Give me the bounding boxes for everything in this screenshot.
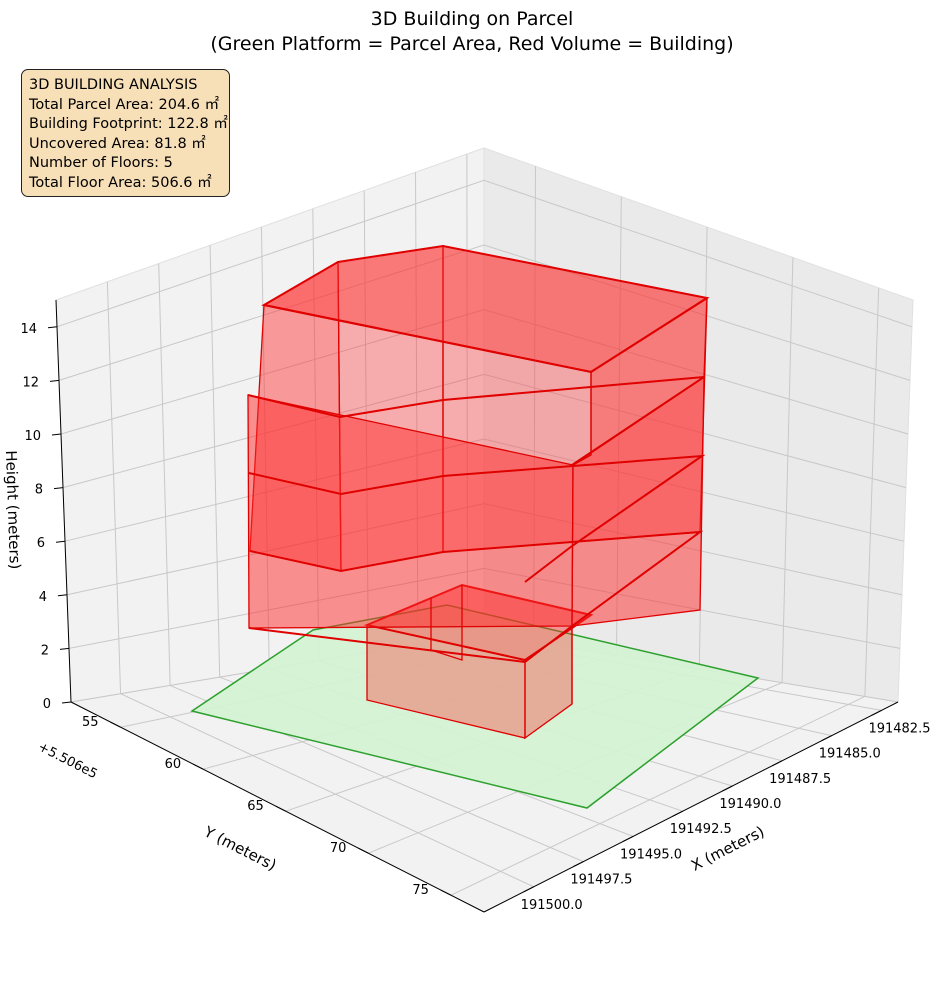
- z-grid-line: [62, 373, 907, 489]
- z-tick-mark: [59, 647, 70, 650]
- y-tick-mark: [110, 721, 121, 728]
- x-tick-mark: [573, 861, 584, 868]
- y-tick-label: 75: [412, 883, 429, 898]
- z-tick-label: 0: [43, 697, 51, 712]
- tick-marks: [47, 326, 882, 896]
- building-volume: [247, 244, 710, 740]
- z-tick-mark: [53, 487, 64, 490]
- floor-outline: [247, 376, 705, 466]
- x-tick-mark: [672, 810, 683, 817]
- z-tick-mark: [61, 701, 72, 704]
- y-tick-label: 60: [165, 757, 182, 772]
- z-tick-label: 10: [24, 429, 41, 444]
- z-tick-mark: [57, 594, 68, 597]
- building-edge: [430, 585, 463, 661]
- info-total-floor-area: Total Floor Area: 506.6 ㎡: [29, 174, 212, 191]
- z-axis-line: [55, 299, 72, 703]
- y-tick-label: 55: [82, 715, 99, 730]
- y-tick-label: 65: [247, 799, 264, 814]
- chart-title: 3D Building on Parcel: [371, 8, 574, 30]
- y-axis-label: Y (meters): [200, 822, 279, 874]
- x-tick-label: 191487.5: [769, 772, 831, 787]
- z-tick-label: 8: [35, 483, 43, 498]
- info-heading: 3D BUILDING ANALYSIS: [29, 77, 198, 93]
- x-tick-label: 191485.0: [819, 747, 881, 762]
- z-tick-mark: [49, 379, 60, 382]
- z-tick-label: 2: [41, 643, 49, 658]
- x-tick-mark: [821, 735, 832, 742]
- x-tick-label: 191500.0: [521, 898, 583, 913]
- z-tick-label: 12: [22, 375, 39, 390]
- y-offset-label: +5.506e5: [35, 740, 99, 783]
- x-tick-mark: [523, 886, 534, 893]
- z-tick-mark: [47, 326, 58, 329]
- z-axis-label: Height (meters): [2, 450, 24, 570]
- z-tick-label: 6: [37, 536, 45, 551]
- chart-subtitle: (Green Platform = Parcel Area, Red Volum…: [210, 33, 733, 55]
- tick-labels: 191482.5 191485.0 191487.5 191490.0 191492.5…: [20, 322, 930, 913]
- parcel-polygon: [190, 604, 760, 809]
- y-tick-label: 70: [330, 841, 347, 856]
- y-tick-mark: [358, 847, 369, 854]
- floor-outline: [249, 530, 704, 663]
- info-uncovered-area: Uncovered Area: 81.8 ㎡: [29, 135, 206, 152]
- x-tick-mark: [871, 709, 882, 716]
- floor-outline: [248, 627, 526, 663]
- x-tick-label: 191482.5: [868, 721, 930, 736]
- z-tick-mark: [51, 433, 62, 436]
- z-grid-line: [60, 309, 909, 435]
- floor-outline: [248, 454, 706, 583]
- y-tick-mark: [440, 889, 452, 896]
- analysis-info-box: 3D BUILDING ANALYSIS Total Parcel Area: …: [21, 69, 230, 197]
- info-parcel-area: Total Parcel Area: 204.6 ㎡: [29, 96, 220, 113]
- z-tick-mark: [55, 540, 66, 543]
- info-number-of-floors: Number of Floors: 5: [29, 155, 173, 172]
- z-grid-line: [56, 179, 913, 328]
- x-tick-label: 191490.0: [719, 797, 781, 812]
- x-tick-label: 191495.0: [620, 847, 682, 862]
- x-tick-mark: [771, 760, 783, 767]
- x-tick-label: 191492.5: [670, 822, 732, 837]
- z-tick-label: 14: [20, 322, 37, 337]
- z-grid-line: [58, 244, 911, 381]
- y-tick-mark: [275, 805, 286, 812]
- x-tick-label: 191497.5: [570, 873, 632, 888]
- y-tick-mark: [192, 763, 204, 770]
- z-tick-label: 4: [39, 590, 47, 605]
- z-grid-line: [64, 438, 905, 542]
- x-tick-mark: [622, 835, 634, 842]
- parcel-platform: [190, 604, 760, 809]
- x-tick-mark: [722, 785, 733, 792]
- info-building-footprint: Building Footprint: 122.8 ㎡: [29, 116, 228, 133]
